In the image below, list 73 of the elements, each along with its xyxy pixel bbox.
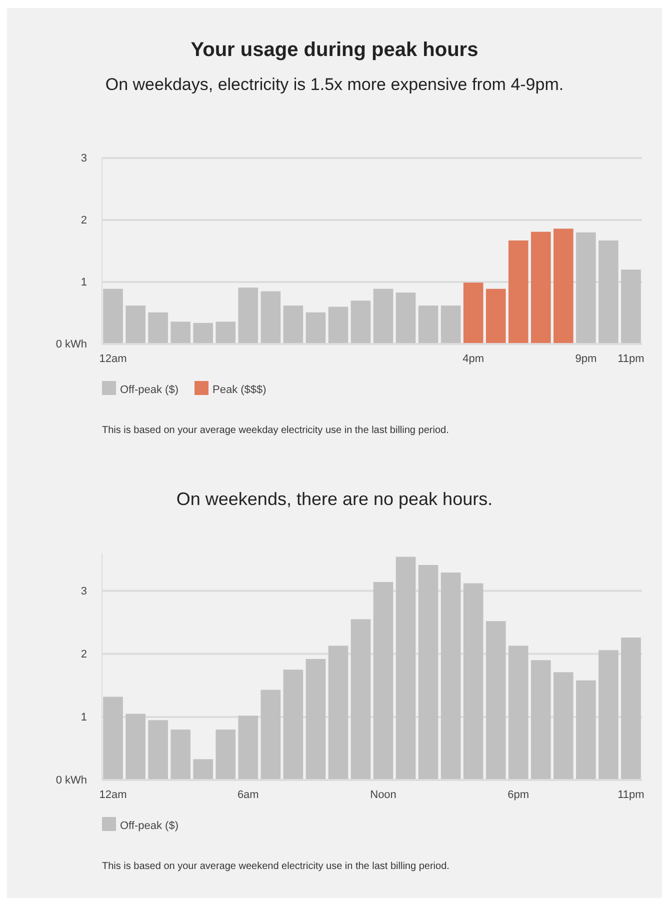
x-tick-label: 12am [99,352,127,365]
y-tick-label: 2 [80,214,87,227]
bar [418,306,438,344]
x-tick-label: 11pm [618,788,644,801]
bar [486,288,506,344]
bar [238,288,258,344]
bar [373,582,394,780]
bar [554,672,574,780]
bar [440,572,461,780]
bar [260,291,281,344]
bar [396,292,416,344]
y-tick-label: 0 kWh [56,338,87,351]
y-tick-label: 2 [80,648,87,660]
y-tick-label: 3 [80,585,87,598]
bar [576,232,596,344]
bar [418,564,438,780]
bar [283,306,304,344]
bar [216,730,236,780]
x-tick-label: 9pm [575,352,597,365]
bar [328,306,348,344]
y-tick-label: 0 kWh [56,774,87,787]
x-tick-label: 6am [237,788,259,801]
bar [530,660,551,780]
bar [463,583,484,780]
chart-title: Your usage during peak hours [190,39,478,61]
bar [508,646,528,780]
legend-label: Peak ($$$) [212,384,266,396]
bar [148,720,168,780]
bar [260,690,281,780]
chart-subtitle: On weekdays, electricity is 1.5x more expensive from 4-9pm. [105,75,564,94]
bar [463,282,484,344]
x-tick-label: 12am [99,788,127,801]
bar [328,646,348,780]
bar [373,288,394,344]
bar [598,650,618,780]
bar [238,716,258,780]
x-tick-label: 4pm [462,352,484,365]
text: This is based on your average weekday electricity use in the last billing period. [102,425,449,436]
bar [508,240,528,344]
bar [170,322,190,344]
legend-label: Off-peak ($) [120,384,178,396]
bar [193,759,214,780]
bar [103,288,123,344]
bar [554,228,574,344]
bar [283,670,304,780]
bar [621,270,641,344]
chart-title: On weekends, there are no peak hours. [176,489,493,509]
x-tick-label: Noon [370,788,396,801]
bar [193,322,214,344]
bar [621,637,641,780]
text: This is based on your average weekend electricity use in the last billing period. [102,861,450,872]
x-tick-label: 11pm [618,352,644,365]
legend-label: Off-peak ($) [120,820,178,832]
bar [103,696,123,780]
x-tick-label: 6pm [508,788,530,801]
bar [530,232,551,344]
bar [576,680,596,780]
y-tick-label: 1 [80,711,87,724]
bar [126,306,146,344]
bar [126,714,146,780]
bar [598,240,618,344]
bar [216,322,236,344]
bar [306,658,326,780]
bar [170,730,190,780]
y-tick-label: 3 [80,152,87,165]
bar [350,619,371,780]
bar [306,312,326,344]
bar [350,300,371,344]
bar [396,556,416,780]
bar [486,621,506,780]
bar [440,306,461,344]
bar [148,312,168,344]
y-tick-label: 1 [80,276,87,289]
